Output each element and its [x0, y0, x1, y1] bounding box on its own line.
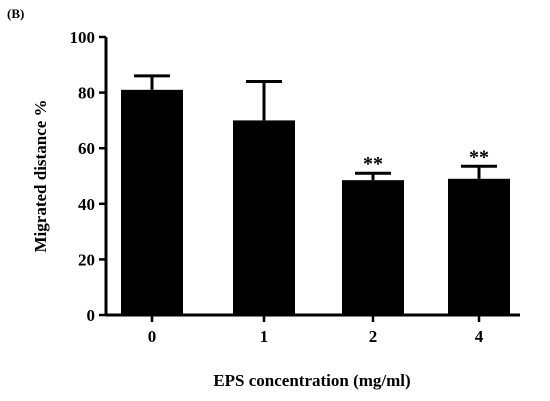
bar-2: [342, 180, 404, 315]
x-tick-label-2: 2: [369, 327, 378, 346]
bar-4: [448, 178, 510, 315]
y-tick-label-60: 60: [78, 139, 95, 158]
x-tick-label-4: 4: [475, 327, 484, 346]
bars-group: ** **: [121, 74, 510, 316]
y-tick-label-0: 0: [87, 306, 96, 325]
bar-0: [121, 89, 183, 315]
bar-1: [233, 120, 295, 316]
y-tick-label-40: 40: [78, 195, 95, 214]
panel-label: (B): [7, 6, 24, 21]
significance-label-4: **: [469, 146, 489, 168]
x-tick-label-0: 0: [148, 327, 157, 346]
y-tick-label-80: 80: [78, 84, 95, 103]
x-axis-title: EPS concentration (mg/ml): [213, 371, 410, 390]
y-axis-title: Migrated distance %: [31, 100, 50, 253]
y-tick-label-20: 20: [78, 250, 95, 269]
significance-label-2: **: [363, 153, 383, 175]
y-tick-label-100: 100: [70, 28, 96, 47]
x-tick-label-1: 1: [260, 327, 269, 346]
